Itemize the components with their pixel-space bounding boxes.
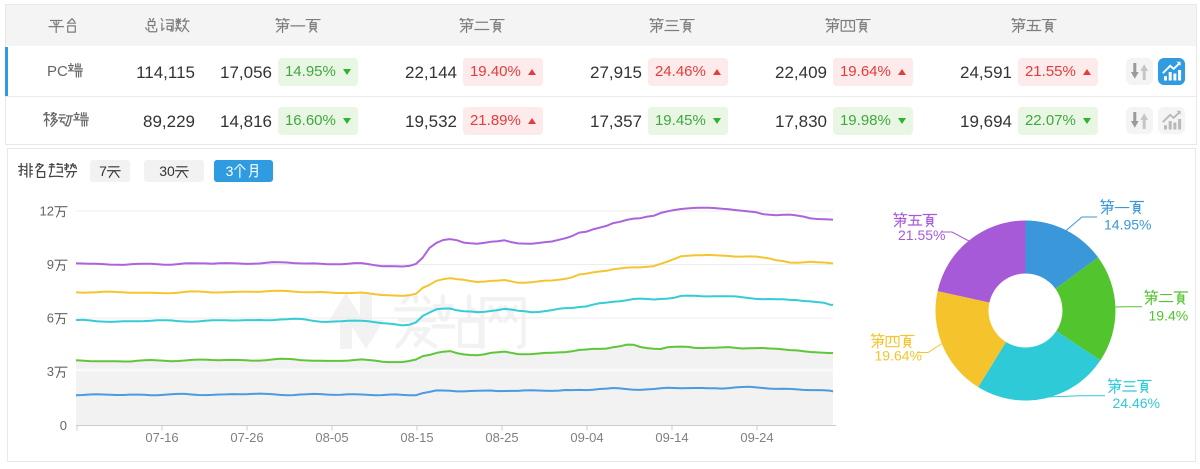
svg-text:09-24: 09-24 [740,430,773,445]
svg-text:09-04: 09-04 [570,430,603,445]
svg-text:9: 9 [47,257,54,272]
svg-text:07-16: 07-16 [145,430,178,445]
svg-text:19.4%: 19.4% [1149,308,1189,324]
svg-text:24.46%: 24.46% [1113,395,1160,411]
svg-text:14.95%: 14.95% [1104,217,1151,233]
svg-text:08-25: 08-25 [485,430,518,445]
svg-text:09-14: 09-14 [655,430,688,445]
svg-text:0: 0 [60,418,67,433]
svg-text:08-15: 08-15 [400,430,433,445]
svg-text:3: 3 [47,364,54,379]
svg-text:21.55%: 21.55% [898,227,945,243]
svg-text:19.64%: 19.64% [875,348,922,364]
svg-text:12: 12 [40,204,54,219]
svg-text:08-05: 08-05 [315,430,348,445]
svg-text:6: 6 [47,311,54,326]
svg-text:07-26: 07-26 [230,430,263,445]
